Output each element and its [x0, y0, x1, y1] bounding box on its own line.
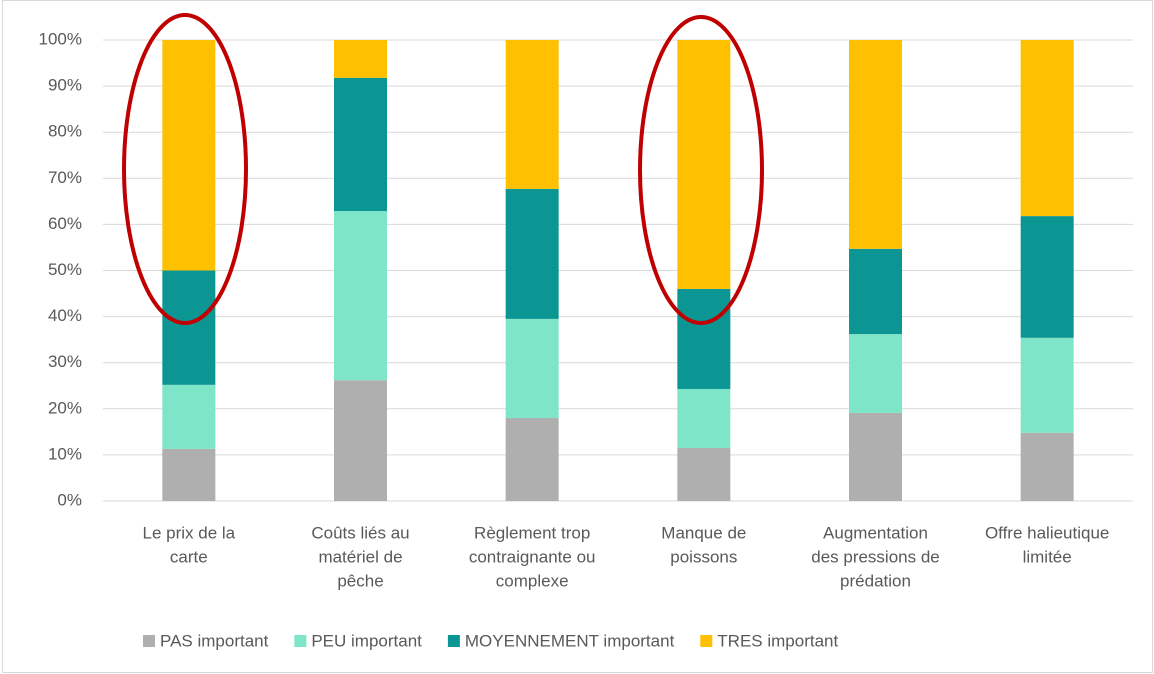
y-tick-label: 30%: [48, 352, 82, 371]
x-tick-label: prédation: [840, 571, 911, 590]
bar-segment: [677, 447, 731, 501]
x-tick-label: Règlement trop: [474, 523, 590, 542]
y-tick-label: 90%: [48, 76, 82, 95]
bar-segment: [334, 380, 387, 501]
y-tick-label: 100%: [39, 29, 82, 48]
x-tick-label: Coûts liés au: [311, 523, 409, 542]
y-tick-label: 70%: [48, 168, 82, 187]
bar-segment: [162, 270, 216, 385]
bar-segment: [849, 40, 902, 249]
x-tick-label: poissons: [670, 547, 737, 566]
bar-segment: [505, 418, 559, 501]
x-tick-label: contraignante ou: [469, 547, 596, 566]
bar-segment: [505, 318, 559, 419]
legend-label: MOYENNEMENT important: [465, 631, 675, 650]
y-tick-label: 80%: [48, 122, 82, 141]
legend-label: TRES important: [717, 631, 838, 650]
bar-segment: [849, 334, 902, 413]
x-tick-label: Le prix de la: [143, 523, 236, 542]
bar-segment: [162, 384, 216, 449]
bar-segment: [677, 388, 731, 448]
bar-segment: [1020, 337, 1074, 433]
legend-label: PEU important: [311, 631, 422, 650]
legend-swatch: [700, 635, 713, 647]
bar-segment: [162, 448, 216, 501]
legend-swatch: [143, 635, 155, 647]
highlight-ellipse: [638, 15, 764, 325]
x-tick-label: Manque de: [661, 523, 746, 542]
annotations: [122, 13, 764, 325]
plot-area: 0% 10% 20% 30% 40% 50% 60% 70% 80% 90% 100% Le prix…: [39, 29, 1133, 590]
legend-label: PAS important: [160, 631, 269, 650]
bar-segment: [677, 288, 731, 389]
y-tick-label: 20%: [48, 398, 82, 417]
y-tick-label: 0%: [57, 490, 82, 509]
x-tick-label: limitée: [1023, 547, 1072, 566]
bar-segment: [505, 40, 559, 189]
bar-segment: [677, 40, 731, 289]
y-tick-label: 50%: [48, 260, 82, 279]
y-tick-label: 60%: [48, 214, 82, 233]
bar-segment: [334, 211, 387, 381]
bar-segment: [849, 412, 902, 501]
x-tick-label: complexe: [496, 571, 569, 590]
bar-segment: [1020, 216, 1074, 338]
bar-segment: [505, 188, 559, 319]
legend-swatch: [447, 635, 460, 647]
x-tick-label: Offre halieutique: [985, 523, 1109, 542]
bar-segment: [334, 77, 387, 212]
legend: PAS important PEU important MOYENNEMENT im…: [143, 631, 838, 650]
x-tick-label: des pressions de: [811, 547, 940, 566]
x-tick-label: carte: [170, 547, 208, 566]
highlight-ellipse: [122, 13, 248, 325]
y-tick-label: 40%: [48, 306, 82, 325]
bar-segment: [162, 40, 216, 271]
bar-segment: [849, 248, 902, 335]
bar-segment: [1020, 432, 1074, 501]
bar-segment: [1020, 40, 1074, 217]
x-tick-label: Augmentation: [823, 523, 928, 542]
x-tick-label: matériel de: [318, 547, 402, 566]
legend-swatch: [294, 635, 307, 647]
bar-segment: [334, 40, 387, 78]
x-tick-label: pêche: [337, 571, 383, 590]
y-tick-label: 10%: [48, 444, 82, 463]
